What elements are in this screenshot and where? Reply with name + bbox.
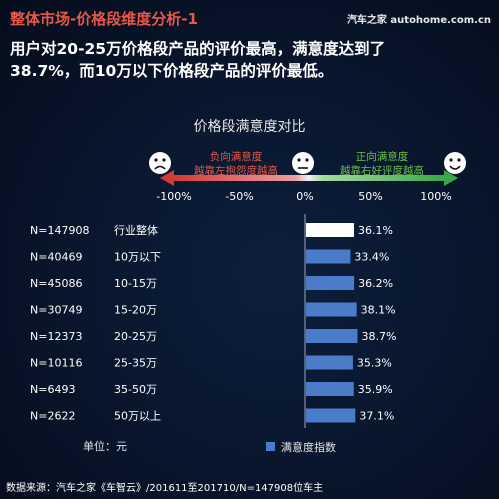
- bar: [306, 408, 356, 423]
- negative-label-line1: 负向满意度: [210, 150, 263, 163]
- headline-line-2: 38.7%，而10万以下价格段产品的评价最低。: [10, 62, 334, 80]
- chart-title: 价格段满意度对比: [193, 119, 306, 135]
- happy-face-icon: [444, 152, 466, 174]
- legend-label: 满意度指数: [281, 440, 336, 454]
- category-label: 行业整体: [114, 223, 158, 237]
- bar: [306, 223, 354, 237]
- bar: [306, 249, 351, 264]
- sample-size-label: N=10116: [30, 357, 82, 370]
- scale-arrow: [160, 170, 458, 186]
- sample-size-label: N=2622: [30, 410, 75, 423]
- sample-size-label: N=147908: [30, 224, 89, 237]
- bar: [306, 276, 355, 290]
- value-label: 35.3%: [357, 357, 392, 370]
- table-row: N=45086 10-15万 36.2%: [30, 276, 393, 290]
- category-label: 25-35万: [114, 357, 157, 370]
- autohome-watermark: 汽车之家 autohome.com.cn: [346, 15, 491, 26]
- value-label: 35.9%: [358, 383, 393, 396]
- headline-line-1: 用户对20-25万价格段产品的评价最高，满意度达到了: [10, 40, 386, 58]
- sample-size-label: N=30749: [30, 304, 82, 317]
- sample-size-label: N=6493: [30, 383, 75, 396]
- legend-swatch: [266, 442, 275, 451]
- positive-label-line2: 越靠右好评度越高: [340, 164, 424, 177]
- value-label: 37.1%: [359, 410, 394, 423]
- tick-label: 100%: [420, 190, 451, 203]
- value-label: 33.4%: [354, 251, 389, 264]
- table-row: N=10116 25-35万 35.3%: [30, 355, 392, 370]
- sad-face-icon: [149, 152, 171, 174]
- value-label: 36.2%: [358, 277, 393, 290]
- sample-size-label: N=12373: [30, 330, 82, 343]
- tick-label: -50%: [225, 190, 253, 203]
- bar: [306, 329, 358, 343]
- negative-label-line2: 越靠左抱怨度越高: [194, 164, 278, 177]
- data-source: 数据来源：汽车之家《车智云》/201611至201710/N=147908位车主: [6, 483, 324, 494]
- bar: [306, 382, 354, 396]
- table-row: N=40469 10万以下 33.4%: [30, 249, 389, 264]
- table-row: N=30749 15-20万 38.1%: [30, 302, 396, 317]
- sample-size-label: N=45086: [30, 277, 82, 290]
- bar: [306, 302, 357, 317]
- tick-label: 50%: [358, 190, 382, 203]
- table-row: N=147908 行业整体 36.1%: [30, 223, 393, 237]
- value-label: 38.7%: [361, 330, 396, 343]
- page-title: 整体市场-价格段维度分析-1: [10, 10, 198, 28]
- table-row: N=2622 50万以上 37.1%: [30, 408, 394, 423]
- bar-rows: N=147908 行业整体 36.1% N=40469 10万以下 33.4% N=4508…: [30, 223, 396, 423]
- headline: 用户对20-25万价格段产品的评价最高，满意度达到了 38.7%，而10万以下价…: [10, 38, 490, 82]
- sample-size-label: N=40469: [30, 251, 82, 264]
- table-row: N=6493 35-50万 35.9%: [30, 382, 393, 396]
- category-label: 10万以下: [114, 251, 161, 264]
- category-label: 10-15万: [114, 277, 157, 290]
- bar: [306, 355, 353, 370]
- tick-label: 0%: [296, 190, 313, 203]
- positive-label-line1: 正向满意度: [356, 150, 409, 163]
- category-label: 35-50万: [114, 383, 157, 396]
- tick-label: -100%: [156, 190, 191, 203]
- neutral-face-icon: [292, 152, 314, 174]
- value-label: 36.1%: [358, 224, 393, 237]
- category-label: 15-20万: [114, 304, 157, 317]
- unit-label: 单位：元: [83, 439, 127, 453]
- category-label: 50万以上: [114, 410, 161, 423]
- value-label: 38.1%: [361, 304, 396, 317]
- category-label: 20-25万: [114, 330, 157, 343]
- scale-ticks: -100% -50% 0% 50% 100%: [156, 190, 451, 203]
- table-row: N=12373 20-25万 38.7%: [30, 329, 396, 343]
